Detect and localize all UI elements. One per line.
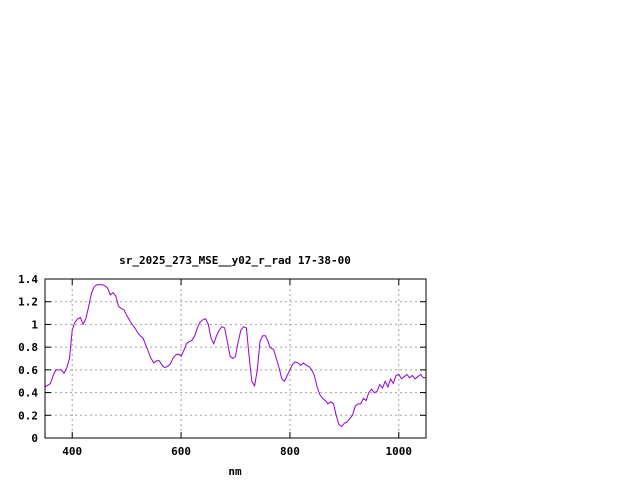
x-axis-label: nm xyxy=(228,465,242,478)
axis-ticks xyxy=(45,278,426,439)
y-tick-label: 0.2 xyxy=(18,409,38,422)
x-tick-label: 600 xyxy=(171,445,191,458)
y-tick-label: 1 xyxy=(31,318,38,331)
y-tick-label: 0.4 xyxy=(18,387,38,400)
tick-labels: 0 0.2 0.4 0.6 0.8 1 1.2 1.4 400 600 800 1000 xyxy=(18,273,412,458)
y-tick-label: 0.6 xyxy=(18,364,38,377)
chart-title: sr_2025_273_MSE__y02_r_rad 17-38-00 xyxy=(119,254,351,267)
grid xyxy=(45,279,426,438)
x-tick-label: 400 xyxy=(62,445,82,458)
x-tick-label: 800 xyxy=(280,445,300,458)
y-tick-label: 1.4 xyxy=(18,273,38,286)
x-tick-label: 1000 xyxy=(386,445,413,458)
y-tick-label: 1.2 xyxy=(18,296,38,309)
plot-frame xyxy=(44,278,427,439)
series-line xyxy=(44,284,426,428)
y-tick-label: 0.8 xyxy=(18,341,38,354)
y-tick-label: 0 xyxy=(31,432,38,445)
